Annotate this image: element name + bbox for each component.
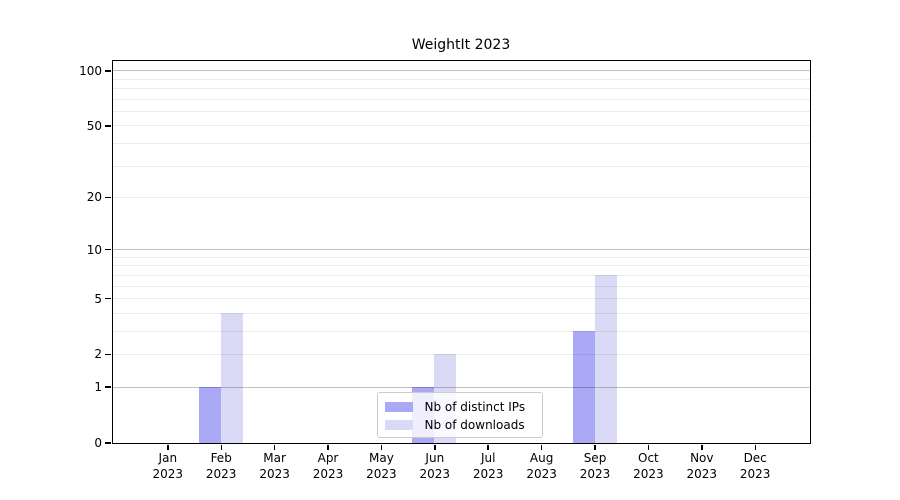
x-tick-label-mar-2023: Mar 2023 [245, 451, 305, 482]
x-tick-year: 2023 [259, 466, 290, 481]
x-tick-label-apr-2023: Apr 2023 [298, 451, 358, 482]
y-tick-label-0: 0 [94, 436, 102, 450]
y-tick-10 [105, 248, 111, 251]
x-tick-year: 2023 [686, 466, 718, 481]
legend-entry-downloads: Nb of downloads [378, 416, 542, 434]
y-tick-label-2: 2 [94, 347, 102, 362]
x-tick-month: Oct [638, 451, 659, 465]
x-tick-may-2023 [380, 444, 383, 450]
y-tick-label-5: 5 [94, 291, 102, 306]
x-tick-month: Jun [425, 451, 445, 465]
legend-swatch-distinct-ips [384, 401, 413, 412]
y-tick-50 [105, 125, 111, 127]
x-tick-jan-2023 [167, 444, 169, 450]
bar-distinct-ips-feb-2023 [198, 386, 221, 443]
bar-distinct-ips-sep-2023 [572, 330, 595, 443]
x-tick-label-may-2023: May 2023 [351, 451, 411, 482]
x-tick-month: Apr [317, 451, 339, 465]
x-tick-mar-2023 [273, 444, 276, 450]
x-tick-label-aug-2023: Aug 2023 [512, 451, 572, 482]
x-tick-month: Mar [263, 451, 286, 465]
x-tick-label-nov-2023: Nov 2023 [672, 451, 732, 482]
x-tick-year: 2023 [739, 466, 771, 481]
legend-label-distinct-ips: Nb of distinct IPs [424, 399, 526, 414]
x-tick-year: 2023 [526, 466, 557, 481]
x-tick-year: 2023 [205, 466, 237, 481]
y-tick-label-50: 50 [86, 118, 102, 133]
bars-layer [113, 61, 810, 443]
x-tick-label-jan-2023: Jan 2023 [138, 451, 198, 482]
y-tick-label-1: 1 [94, 380, 102, 395]
x-tick-aug-2023 [540, 444, 543, 450]
x-tick-year: 2023 [579, 466, 611, 481]
chart-title: WeightIt 2023 [411, 37, 511, 53]
x-tick-year: 2023 [472, 466, 504, 481]
x-tick-label-sep-2023: Sep 2023 [565, 451, 625, 482]
x-tick-month: Aug [529, 451, 554, 465]
x-tick-apr-2023 [327, 444, 329, 450]
x-tick-month: Jan [158, 451, 178, 465]
x-tick-dec-2023 [754, 444, 756, 450]
x-tick-month: Dec [743, 451, 767, 465]
y-tick-label-10: 10 [86, 242, 102, 257]
plot-area: Nb of distinct IPs Nb of downloads [111, 59, 811, 444]
x-tick-nov-2023 [701, 444, 703, 450]
x-tick-year: 2023 [419, 466, 451, 481]
y-tick-5 [105, 297, 111, 300]
x-tick-sep-2023 [594, 444, 596, 450]
legend-swatch-downloads [384, 419, 413, 430]
y-tick-0 [105, 442, 111, 444]
x-tick-year: 2023 [312, 466, 344, 481]
x-tick-year: 2023 [366, 466, 397, 481]
x-tick-month: Sep [583, 451, 607, 465]
y-tick-label-100: 100 [79, 63, 102, 78]
x-tick-jun-2023 [434, 444, 436, 450]
x-tick-label-feb-2023: Feb 2023 [191, 451, 251, 482]
x-tick-oct-2023 [647, 444, 650, 450]
x-tick-month: Jul [480, 451, 496, 465]
x-tick-month: May [368, 451, 394, 465]
x-tick-jul-2023 [487, 444, 489, 450]
legend-label-downloads: Nb of downloads [424, 417, 525, 432]
y-tick-20 [105, 196, 111, 199]
bar-downloads-sep-2023 [594, 274, 617, 443]
y-tick-1 [105, 386, 111, 388]
x-tick-year: 2023 [152, 466, 184, 481]
x-tick-label-oct-2023: Oct 2023 [618, 451, 678, 482]
x-tick-label-dec-2023: Dec 2023 [725, 451, 785, 482]
x-tick-year: 2023 [633, 466, 664, 481]
y-tick-2 [105, 353, 111, 356]
x-tick-month: Feb [210, 451, 232, 465]
x-tick-label-jun-2023: Jun 2023 [405, 451, 465, 482]
y-tick-label-20: 20 [86, 190, 102, 205]
x-tick-month: Nov [690, 451, 714, 465]
bar-downloads-feb-2023 [220, 312, 243, 443]
x-tick-feb-2023 [220, 444, 222, 450]
x-tick-label-jul-2023: Jul 2023 [458, 451, 518, 482]
legend: Nb of distinct IPs Nb of downloads [376, 391, 543, 438]
y-tick-100 [105, 70, 111, 72]
legend-entry-distinct-ips: Nb of distinct IPs [378, 398, 542, 416]
